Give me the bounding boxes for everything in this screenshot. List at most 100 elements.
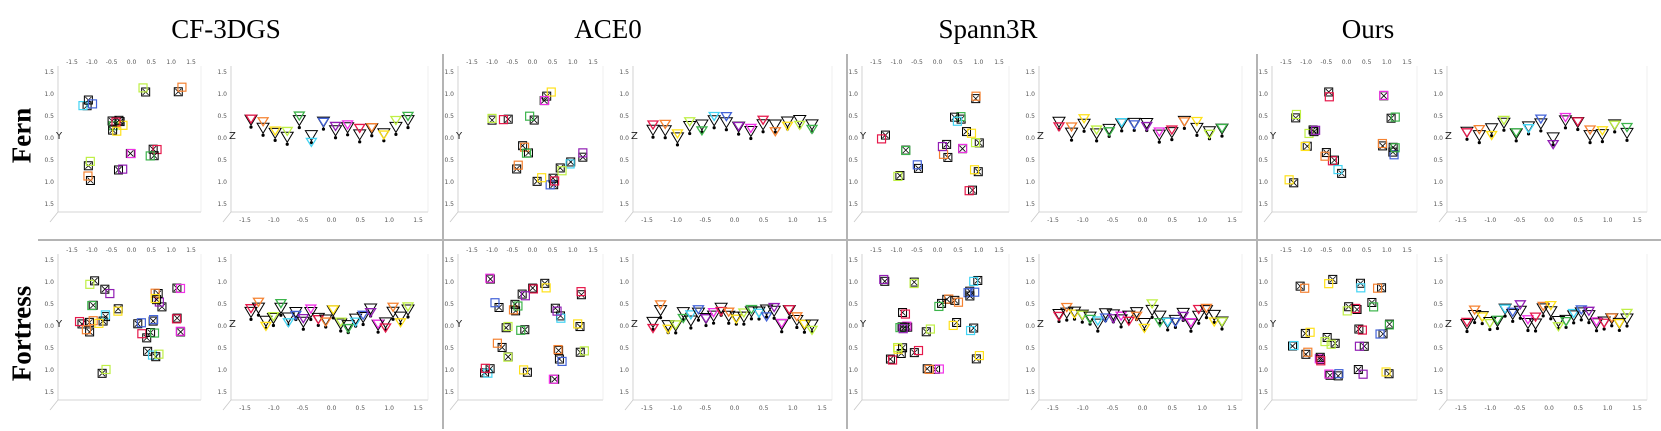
axis-tick-label: 1.5	[1632, 217, 1642, 224]
gt-camera-center	[382, 139, 386, 143]
gt-camera-center	[391, 317, 395, 321]
gt-camera	[880, 276, 890, 286]
pred-camera	[924, 364, 934, 375]
pred-camera	[118, 164, 128, 174]
pred-camera	[900, 309, 911, 319]
gt-camera-cross	[1380, 92, 1388, 100]
gt-camera	[340, 122, 355, 134]
axis-tick-label: -0.5	[1258, 301, 1268, 308]
axis-tick-label: 1.5	[217, 389, 227, 396]
gt-camera	[965, 286, 975, 296]
gt-camera-center	[1182, 126, 1186, 130]
pose-plot-fern-1-front: -1.5 -1.5 -1.0 -1.0 -0.5 -0.5 0.0 0.0 0.5 0.5 1.0 1…	[444, 56, 613, 232]
axis-tick-label: 0.5	[1433, 345, 1443, 352]
gt-camera	[792, 115, 807, 127]
axis-tick-label: 0.0	[1258, 323, 1268, 330]
axis-tick-label: 0.5	[1168, 405, 1178, 412]
pred-camera	[1289, 340, 1299, 351]
row-divider	[38, 239, 1661, 241]
pred-camera	[893, 342, 903, 353]
gt-camera-cross	[91, 277, 98, 285]
pred-camera	[78, 101, 88, 111]
axis-tick-label: -1.0	[444, 279, 454, 286]
pred-camera	[1169, 317, 1182, 328]
gt-camera	[900, 322, 910, 332]
gt-camera	[85, 327, 95, 337]
axis-tick-label: -1.5	[619, 69, 629, 76]
axis-tick-label: 1.0	[217, 179, 227, 186]
pred-camera	[1305, 327, 1315, 337]
axis-tick-label: 1.0	[1258, 367, 1268, 374]
axis-tick-label: 0.5	[147, 247, 157, 254]
pred-camera	[1128, 120, 1141, 131]
axis-tick-label: 1.5	[444, 389, 454, 396]
pred-camera	[1483, 318, 1497, 329]
pred-camera	[521, 148, 532, 158]
axis-tick-label: 1.5	[413, 405, 423, 412]
gt-camera-cross	[959, 145, 966, 152]
axis-tick-label: -1.5	[1280, 247, 1292, 254]
plot-svg: -1.5 -1.5 -1.0 -1.0 -0.5 -0.5 0.0 0.0 0.5 0.5 1.0 1…	[44, 59, 202, 223]
gt-camera-center	[724, 128, 728, 132]
pred-camera	[319, 317, 332, 328]
axis-tick-label: -1.0	[44, 279, 54, 286]
pose-plot-fortress-3-front: -1.5 -1.5 -1.0 -1.0 -0.5 -0.5 0.0 0.0 0.5 0.5 1.0 1…	[1258, 244, 1427, 420]
axis-tick-label: -0.5	[1320, 59, 1332, 66]
gt-camera-cross	[1386, 320, 1393, 328]
gt-camera	[281, 312, 296, 324]
pred-camera	[1596, 126, 1609, 136]
axis-tick-label: -1.5	[466, 247, 478, 254]
gt-camera-center	[742, 322, 746, 326]
axis-label: Z	[229, 131, 236, 142]
axis-tick-label: -1.0	[268, 405, 280, 412]
plot-svg: -1.5 -1.5 -1.0 -1.0 -0.5 -0.5 0.0 0.0 0.5 0.5 1.0 1…	[1258, 247, 1418, 411]
gt-camera-center	[1600, 140, 1604, 144]
pred-camera	[490, 298, 500, 308]
pred-camera	[341, 120, 354, 131]
pred-camera	[1303, 347, 1313, 357]
pred-camera	[1575, 305, 1588, 316]
axis-tick-label: -0.5	[297, 217, 309, 224]
pred-camera	[152, 144, 162, 155]
gt-camera-center	[309, 141, 313, 145]
axis-tick-label: -0.5	[1107, 405, 1119, 412]
gt-camera-cross	[1302, 330, 1309, 337]
axis-tick-label: 0.5	[759, 405, 769, 412]
axis-tick-label: 1.5	[186, 247, 196, 254]
pred-camera	[401, 302, 415, 313]
axis-tick-label: 1.5	[1258, 389, 1268, 396]
pose-plot-fern-1-side: -1.5 -1.5 -1.0 -1.0 -0.5 -0.5 0.0 0.0 0.5 0.5 1.0 1…	[619, 56, 842, 232]
pred-camera	[1546, 139, 1560, 150]
gt-camera	[759, 304, 774, 316]
gt-camera	[288, 307, 303, 319]
gt-camera	[1551, 316, 1566, 328]
pred-camera	[1510, 128, 1523, 138]
pred-camera	[304, 304, 317, 315]
axis-label: Y	[455, 319, 463, 330]
axis-tick-label: -1.0	[1077, 405, 1089, 412]
axis-tick-label: -1.5	[641, 217, 653, 224]
plot-svg: -1.5 -1.5 -1.0 -1.0 -0.5 -0.5 0.0 0.0 0.5 0.5 1.0 1…	[848, 59, 1010, 223]
gt-camera	[682, 121, 697, 133]
plot-svg: -1.5 -1.5 -1.0 -1.0 -0.5 -0.5 0.0 0.0 0.5 0.5 1.0 1…	[1433, 254, 1648, 412]
axis-tick-label: 1.0	[1197, 217, 1207, 224]
pred-camera	[948, 320, 958, 331]
pred-camera	[661, 324, 675, 335]
pred-camera	[259, 321, 273, 332]
axis-tick-label: -0.5	[106, 247, 118, 254]
gt-camera	[1582, 310, 1596, 322]
gt-camera-cross	[177, 328, 184, 336]
pred-camera	[1184, 318, 1198, 328]
gt-camera-center	[358, 140, 362, 144]
axis-tick-label: 1.5	[1258, 201, 1268, 208]
axis-tick-label: -0.5	[106, 59, 118, 66]
gt-camera-cross	[504, 353, 512, 361]
gt-camera-center	[1551, 143, 1555, 147]
axis-tick-label: 1.0	[44, 367, 54, 374]
axis-tick-label: 0.5	[1025, 157, 1035, 164]
pred-camera	[244, 114, 258, 125]
pred-camera	[353, 123, 366, 134]
axis-tick-label: -1.0	[1258, 279, 1268, 286]
axis-tick-label: 0.0	[1138, 217, 1148, 224]
pred-camera	[377, 130, 391, 141]
